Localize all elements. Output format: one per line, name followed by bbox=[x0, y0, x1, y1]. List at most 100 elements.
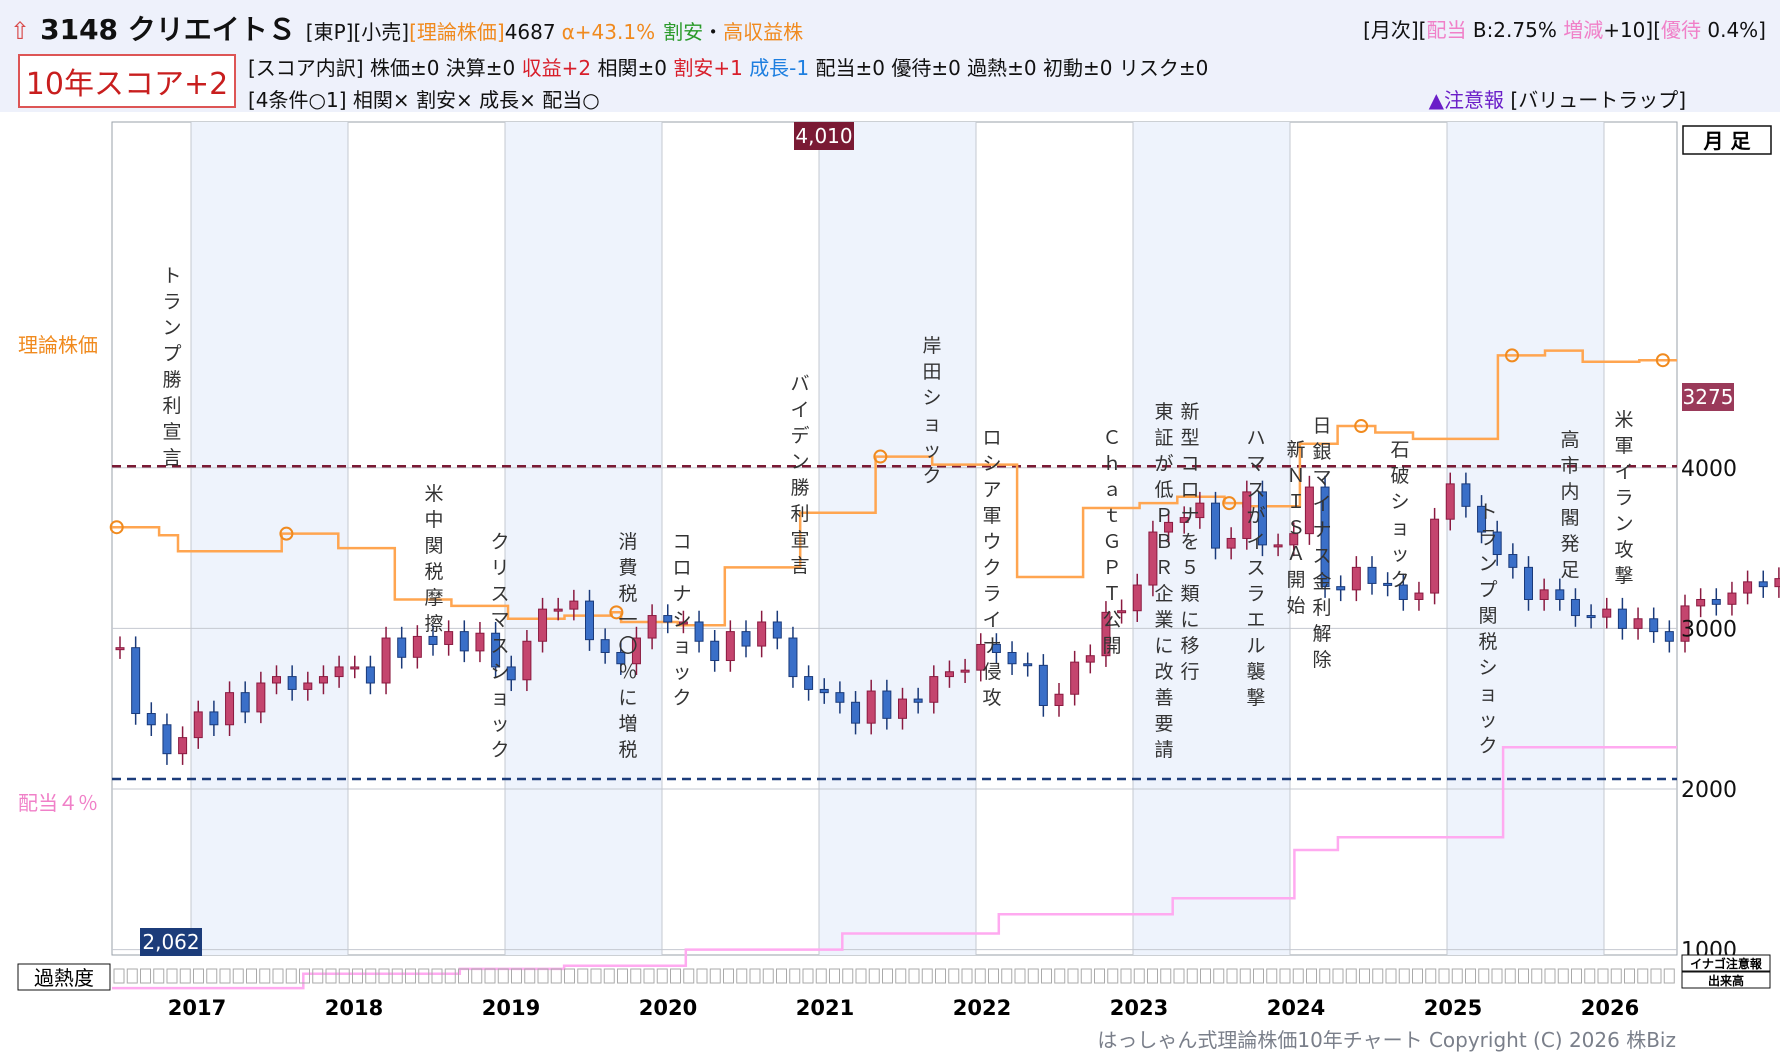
candle-body bbox=[819, 688, 829, 694]
svg-text:撃: 撃 bbox=[1614, 565, 1633, 587]
overheat-cell bbox=[1041, 968, 1052, 984]
candle-body bbox=[898, 698, 907, 719]
overheat-cell bbox=[1491, 968, 1503, 984]
svg-text:ク: ク bbox=[1478, 735, 1497, 757]
svg-text:ョ: ョ bbox=[922, 413, 941, 435]
svg-text:シ: シ bbox=[1478, 657, 1497, 679]
warning-tag: [バリュートラップ] bbox=[1510, 88, 1686, 112]
overheat-cell bbox=[1385, 968, 1397, 984]
dividend-axis-label: 配当４％ bbox=[18, 791, 98, 815]
breakdown-growth: 成長-1 bbox=[749, 56, 810, 80]
svg-text:ョ: ョ bbox=[672, 635, 691, 657]
svg-text:発: 発 bbox=[1560, 533, 1579, 555]
candle-body bbox=[1617, 608, 1627, 629]
svg-text:類: 類 bbox=[1180, 583, 1199, 605]
overheat-cell bbox=[285, 968, 297, 984]
svg-text:移: 移 bbox=[1180, 635, 1199, 657]
svg-text:ロ: ロ bbox=[1180, 479, 1199, 501]
candle-body bbox=[1195, 502, 1205, 519]
svg-text:月 足[interactable]: 月 足 bbox=[1703, 129, 1752, 153]
warning-line[interactable]: ▲注意報 [バリュートラップ] bbox=[1429, 84, 1686, 113]
overheat-cell bbox=[1239, 968, 1251, 984]
svg-text:軍: 軍 bbox=[1614, 435, 1633, 457]
svg-text:ロ: ロ bbox=[672, 557, 691, 579]
overheat-cell bbox=[603, 968, 615, 984]
overheat-cell bbox=[1147, 968, 1158, 984]
candle-body bbox=[131, 647, 141, 715]
breakdown-rest: 配当±0 優待±0 過熱±0 初動±0 リスク±0 bbox=[809, 56, 1209, 80]
svg-text:マ: マ bbox=[1312, 467, 1331, 489]
svg-text:Ｇ: Ｇ bbox=[1102, 531, 1121, 553]
svg-text:言: 言 bbox=[790, 555, 809, 577]
svg-text:善: 善 bbox=[1154, 687, 1173, 709]
svg-text:新: 新 bbox=[1180, 401, 1199, 423]
svg-text:Ｐ: Ｐ bbox=[1154, 505, 1173, 527]
svg-text:過熱度: 過熱度 bbox=[34, 966, 94, 990]
inago-box: イナゴ注意報 bbox=[1681, 954, 1771, 972]
overheat-cell bbox=[1412, 968, 1423, 984]
overheat-cell bbox=[908, 968, 920, 984]
svg-text:市: 市 bbox=[1560, 455, 1579, 477]
overheat-cell bbox=[564, 968, 575, 984]
overheat-cell bbox=[1518, 968, 1529, 984]
overheat-cell bbox=[1094, 968, 1105, 984]
svg-text:マ: マ bbox=[1246, 453, 1265, 475]
candle-body bbox=[1711, 598, 1721, 605]
overheat-cell bbox=[776, 968, 787, 984]
header-bar bbox=[0, 0, 1780, 112]
svg-text:ク: ク bbox=[922, 465, 941, 487]
svg-text:ク: ク bbox=[490, 531, 509, 553]
warning-label[interactable]: ▲注意報 bbox=[1428, 88, 1505, 112]
svg-text:ル: ル bbox=[1246, 635, 1265, 657]
period-button[interactable]: 月 足 bbox=[1682, 125, 1772, 155]
svg-text:解: 解 bbox=[1312, 623, 1331, 645]
svg-text:ハ: ハ bbox=[1246, 427, 1265, 449]
candle-body bbox=[115, 647, 125, 651]
candle-body bbox=[1179, 517, 1189, 523]
candle-body bbox=[178, 737, 188, 755]
svg-text:ス: ス bbox=[1246, 557, 1265, 579]
candle-body bbox=[1430, 518, 1440, 594]
theory-marker bbox=[1222, 496, 1237, 511]
theory-label: [理論株価] bbox=[409, 20, 505, 44]
candle-body bbox=[851, 701, 861, 724]
svg-text:Ｔ: Ｔ bbox=[1102, 583, 1121, 605]
overheat-cell bbox=[405, 968, 416, 984]
svg-text:ン: ン bbox=[1614, 513, 1633, 535]
candle-body bbox=[1132, 584, 1142, 612]
theory-value: 4687 bbox=[504, 20, 556, 44]
tag-cheap: 割安 bbox=[663, 20, 704, 44]
candle-body bbox=[240, 692, 250, 713]
candle-body bbox=[600, 639, 610, 653]
yutai-value: 0.4%] bbox=[1701, 18, 1766, 42]
svg-text:Ｎ: Ｎ bbox=[1286, 465, 1305, 487]
svg-text:ク: ク bbox=[672, 687, 691, 709]
svg-text:が: が bbox=[1246, 505, 1265, 527]
candle-body bbox=[1273, 544, 1283, 548]
svg-text:ッ: ッ bbox=[1390, 543, 1409, 565]
svg-text:ラ: ラ bbox=[1246, 583, 1265, 605]
candle-body bbox=[1633, 618, 1643, 629]
overheat-cell bbox=[961, 968, 973, 984]
overheat-cell bbox=[1027, 968, 1039, 984]
svg-text:ラ: ラ bbox=[1478, 527, 1497, 549]
svg-text:攻: 攻 bbox=[982, 687, 1001, 709]
svg-text:Ｒ: Ｒ bbox=[1154, 557, 1173, 579]
overheat-cell bbox=[683, 968, 695, 984]
high-price-tag: 4,010 bbox=[794, 122, 854, 150]
svg-text:イ: イ bbox=[1246, 531, 1265, 553]
candle-body bbox=[1492, 531, 1502, 556]
svg-text:Ｓ: Ｓ bbox=[1286, 517, 1305, 539]
year-band bbox=[505, 122, 662, 955]
overheat-cell bbox=[1160, 968, 1172, 984]
candle-body bbox=[1038, 664, 1048, 706]
candle-body bbox=[1054, 693, 1064, 706]
home-arrow-icon[interactable]: ⇧ bbox=[10, 17, 31, 45]
overheat-cell bbox=[829, 968, 840, 984]
svg-text:ョ: ョ bbox=[1390, 517, 1409, 539]
svg-text:費: 費 bbox=[618, 557, 637, 579]
